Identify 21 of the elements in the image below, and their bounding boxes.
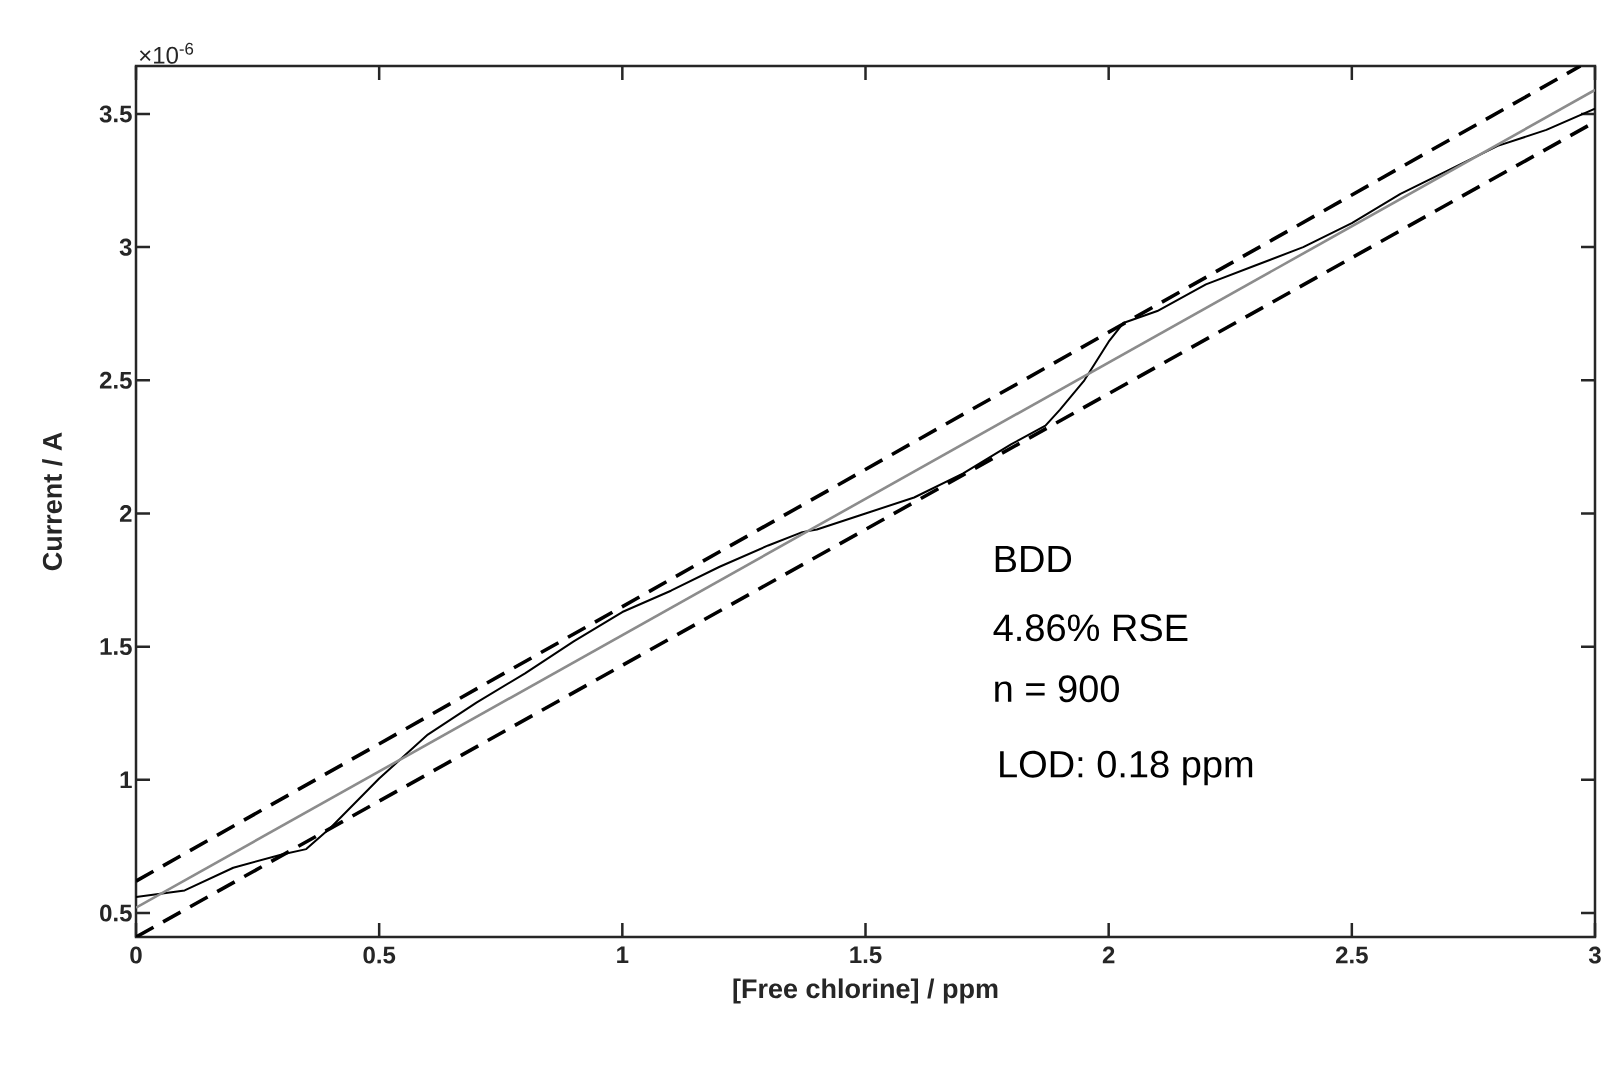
x-tick-label: 3 — [1588, 946, 1601, 964]
annotation: LOD: 0.18 ppm — [1000, 750, 1253, 786]
x-tick-label: 2 — [1102, 946, 1115, 964]
y-tick-label: 3.5 — [99, 105, 132, 123]
x-axis-title: [Free chlorine] / ppm — [733, 978, 998, 1004]
text: ×10$^{-6}$ — [139, 42, 194, 64]
annotation: BDD — [995, 545, 1072, 573]
x-tick-label: 2.5 — [1335, 946, 1368, 964]
y-tick-label: 2 — [119, 505, 132, 522]
y-tick-label: 2.5 — [99, 371, 132, 389]
y-axis-title: Current / A — [42, 432, 63, 571]
x-tick-label: 1.5 — [850, 946, 882, 964]
x-tick-label: 0 — [130, 946, 142, 964]
y-tick-label: 1 — [120, 771, 132, 789]
y-tick-label: 1.5 — [100, 638, 132, 656]
annotation: 4.86% RSE — [993, 614, 1188, 642]
x-tick-label: 0.5 — [363, 946, 396, 964]
y-tick-label: 0.5 — [100, 904, 132, 922]
x-tick-label: 1 — [617, 946, 629, 964]
annotation: n = 900 — [995, 675, 1119, 703]
y-tick-label: 3 — [119, 238, 132, 256]
